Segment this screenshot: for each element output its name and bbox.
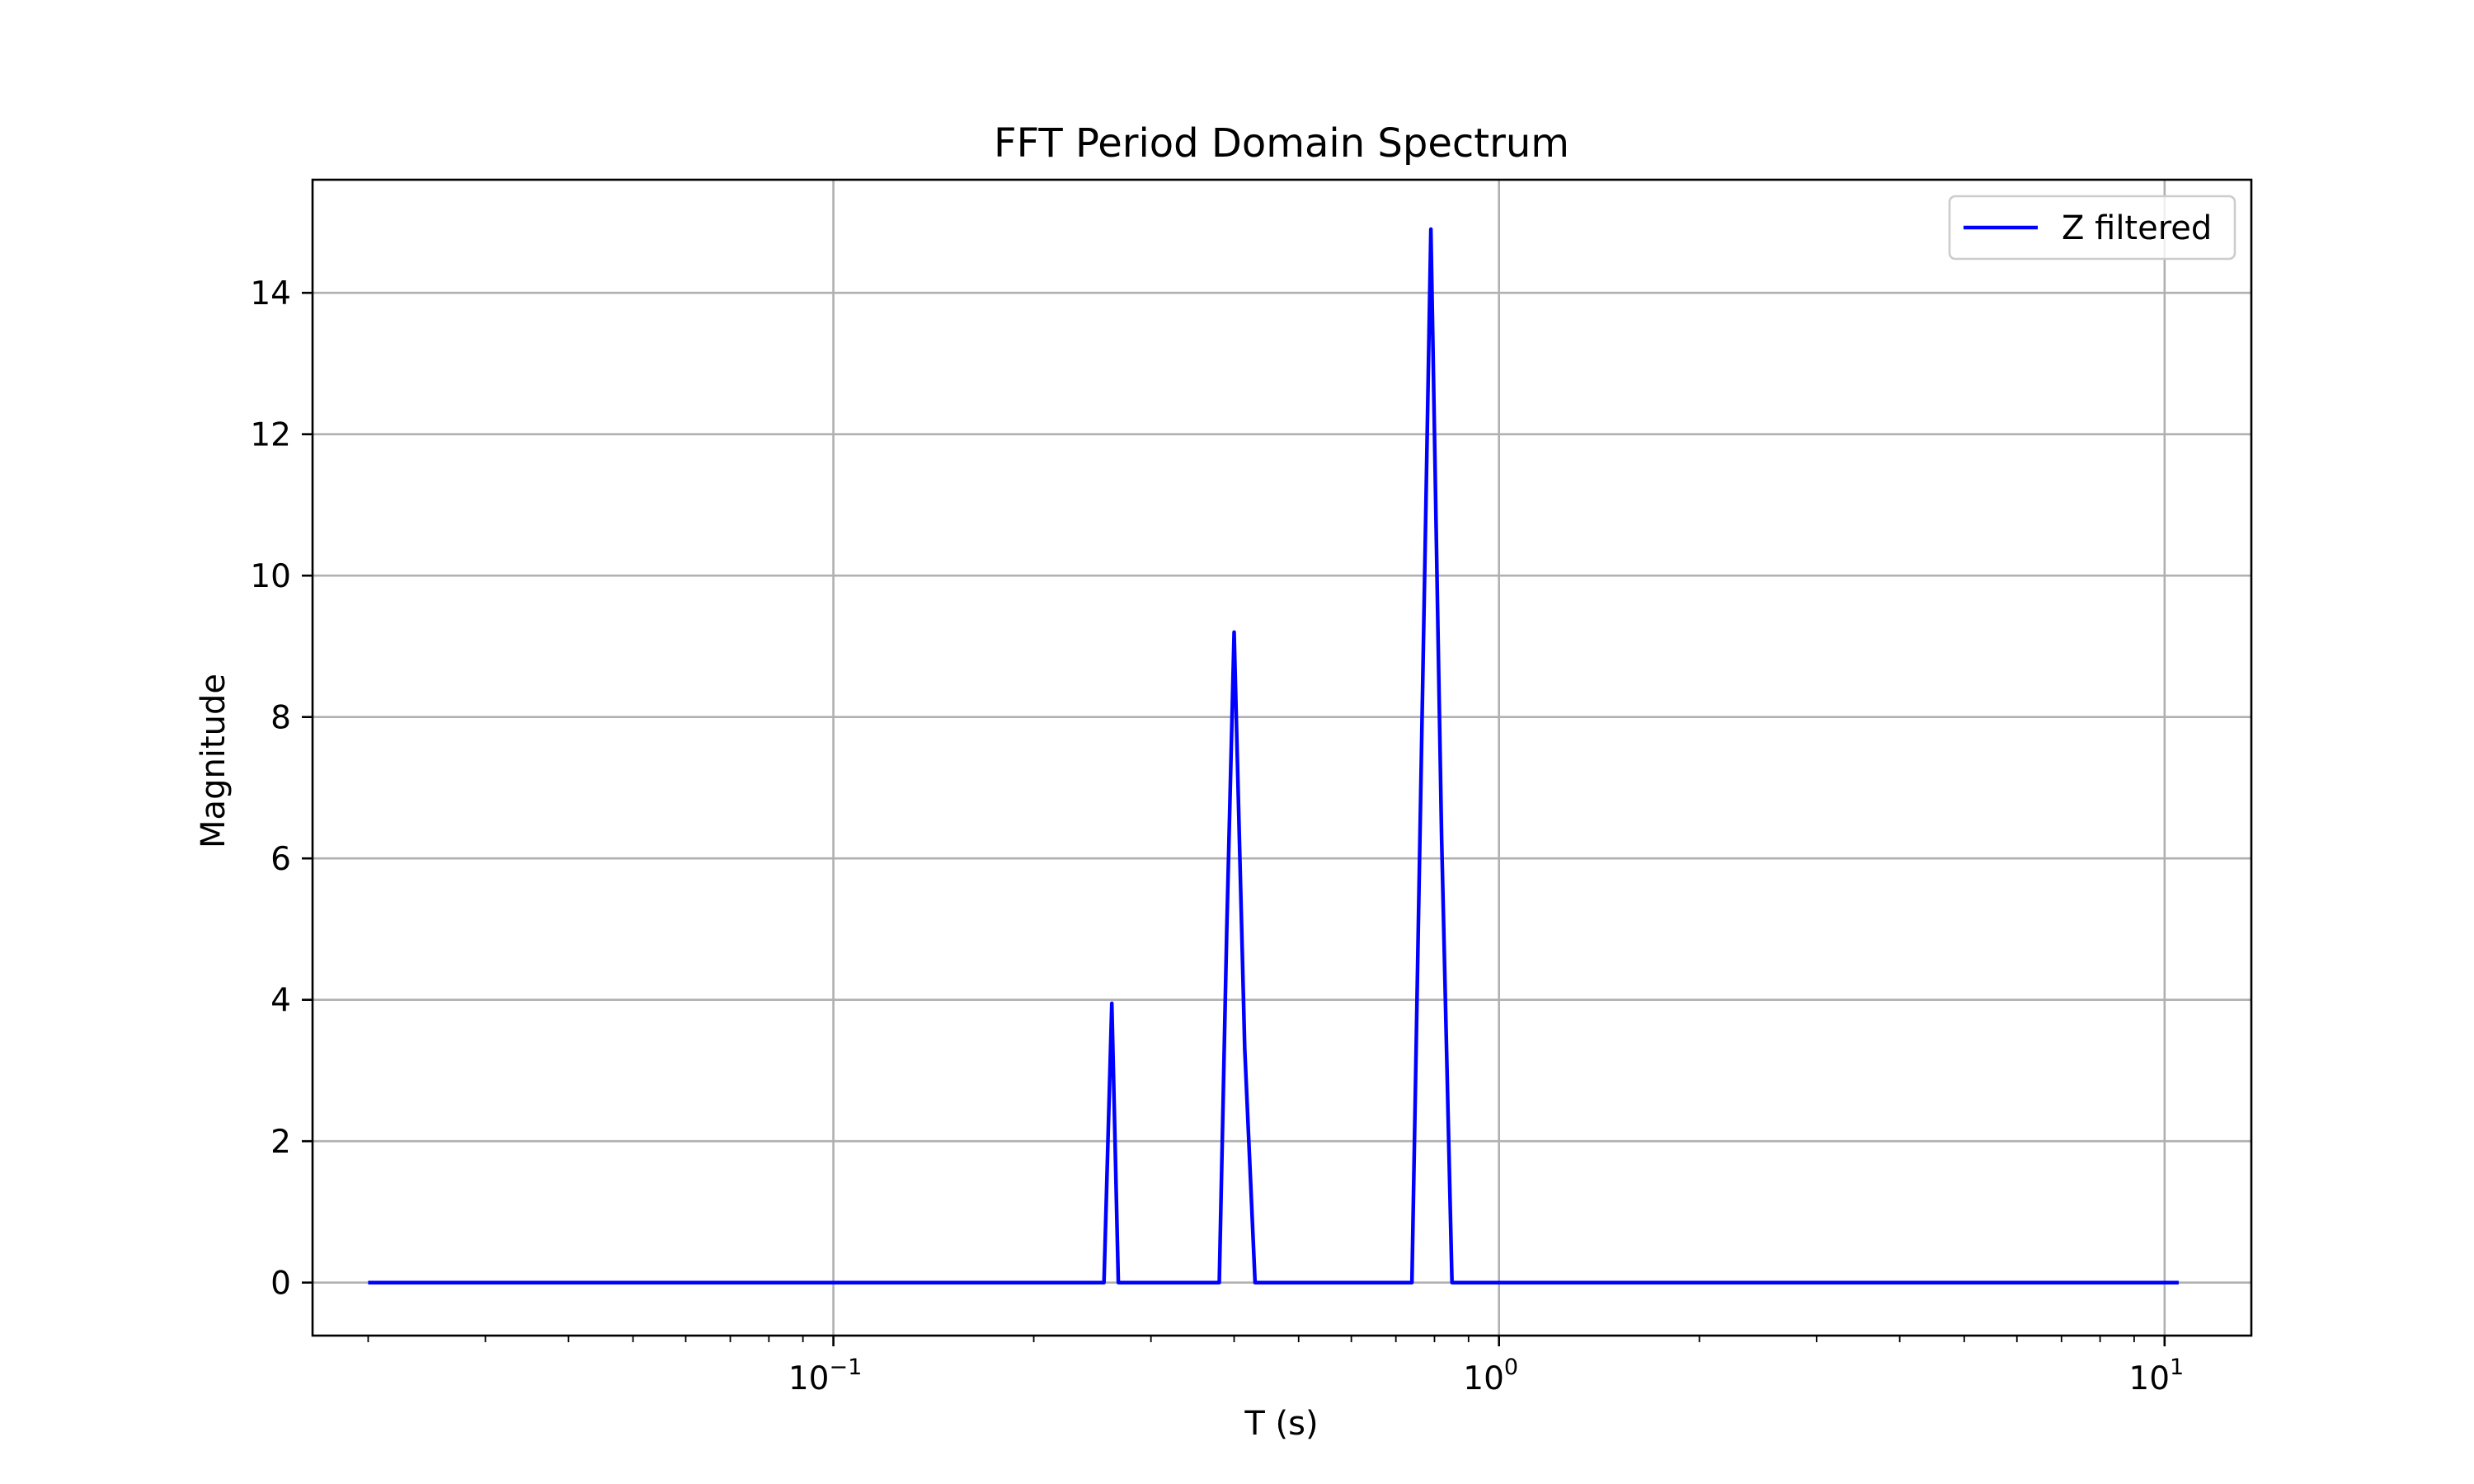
- y-tick-label: 2: [270, 1124, 291, 1161]
- y-tick-label: 10: [250, 558, 291, 595]
- grid-lines: [313, 180, 2251, 1336]
- axis-ticks: 0 2 4 6 8 10 12 14 10−1 100 101: [250, 275, 2184, 1397]
- series-lines: [368, 227, 2179, 1284]
- y-tick-label: 4: [270, 983, 291, 1020]
- x-axis-label: T (s): [1244, 1405, 1318, 1443]
- y-tick-label: 14: [250, 275, 291, 312]
- legend-box: [1948, 195, 2236, 261]
- x-tick-label: 100: [1463, 1355, 1518, 1397]
- plot-frame: [311, 178, 2253, 1337]
- y-tick-label: 6: [270, 841, 291, 878]
- chart-title: FFT Period Domain Spectrum: [994, 120, 1569, 167]
- y-tick-label: 0: [270, 1266, 291, 1303]
- y-tick-label: 12: [250, 417, 291, 454]
- legend: Z filtered: [1948, 195, 2236, 261]
- y-tick-label: 8: [270, 700, 291, 737]
- x-tick-label: 10−1: [788, 1355, 862, 1397]
- y-axis-label: Magnitude: [195, 674, 233, 848]
- x-tick-label: 101: [2128, 1355, 2184, 1397]
- legend-label: Z filtered: [2062, 209, 2212, 247]
- series-line: [368, 227, 2179, 1284]
